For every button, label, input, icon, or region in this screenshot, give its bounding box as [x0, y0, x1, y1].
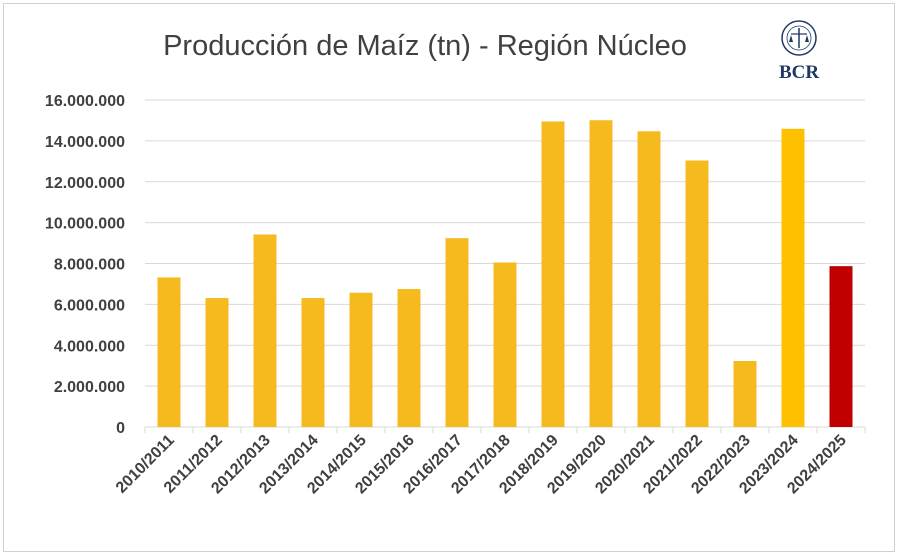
y-tick-label: 2.000.000	[54, 379, 125, 396]
bar-2023-2024	[781, 128, 805, 427]
y-tick-label: 10.000.000	[45, 216, 125, 233]
logo-text: BCR	[779, 62, 819, 83]
bar-2020-2021	[637, 131, 661, 427]
bar-2014-2015	[349, 292, 373, 427]
bar-2012-2013	[253, 234, 277, 427]
bar-2011-2012	[205, 298, 229, 427]
bar-2022-2023	[733, 360, 757, 427]
chart-frame	[3, 3, 895, 552]
bar-2018-2019	[541, 121, 565, 427]
bar-2017-2018	[493, 262, 517, 427]
y-tick-label: 6.000.000	[54, 297, 125, 314]
y-tick-label: 0	[116, 420, 125, 437]
y-tick-label: 4.000.000	[54, 338, 125, 355]
y-tick-label: 12.000.000	[45, 175, 125, 192]
bar-2013-2014	[301, 298, 325, 427]
bar-2016-2017	[445, 238, 469, 427]
bar-2015-2016	[397, 289, 421, 427]
bar-2010-2011	[157, 277, 181, 427]
y-tick-label: 8.000.000	[54, 257, 125, 274]
bar-2019-2020	[589, 120, 613, 427]
bcr-logo: BCR	[768, 18, 830, 84]
y-tick-label: 16.000.000	[45, 93, 125, 110]
bar-2024-2025	[829, 266, 853, 427]
y-tick-label: 14.000.000	[45, 134, 125, 151]
chart-title: Producción de Maíz (tn) - Región Núcleo	[163, 30, 687, 62]
bar-2021-2022	[685, 160, 709, 427]
